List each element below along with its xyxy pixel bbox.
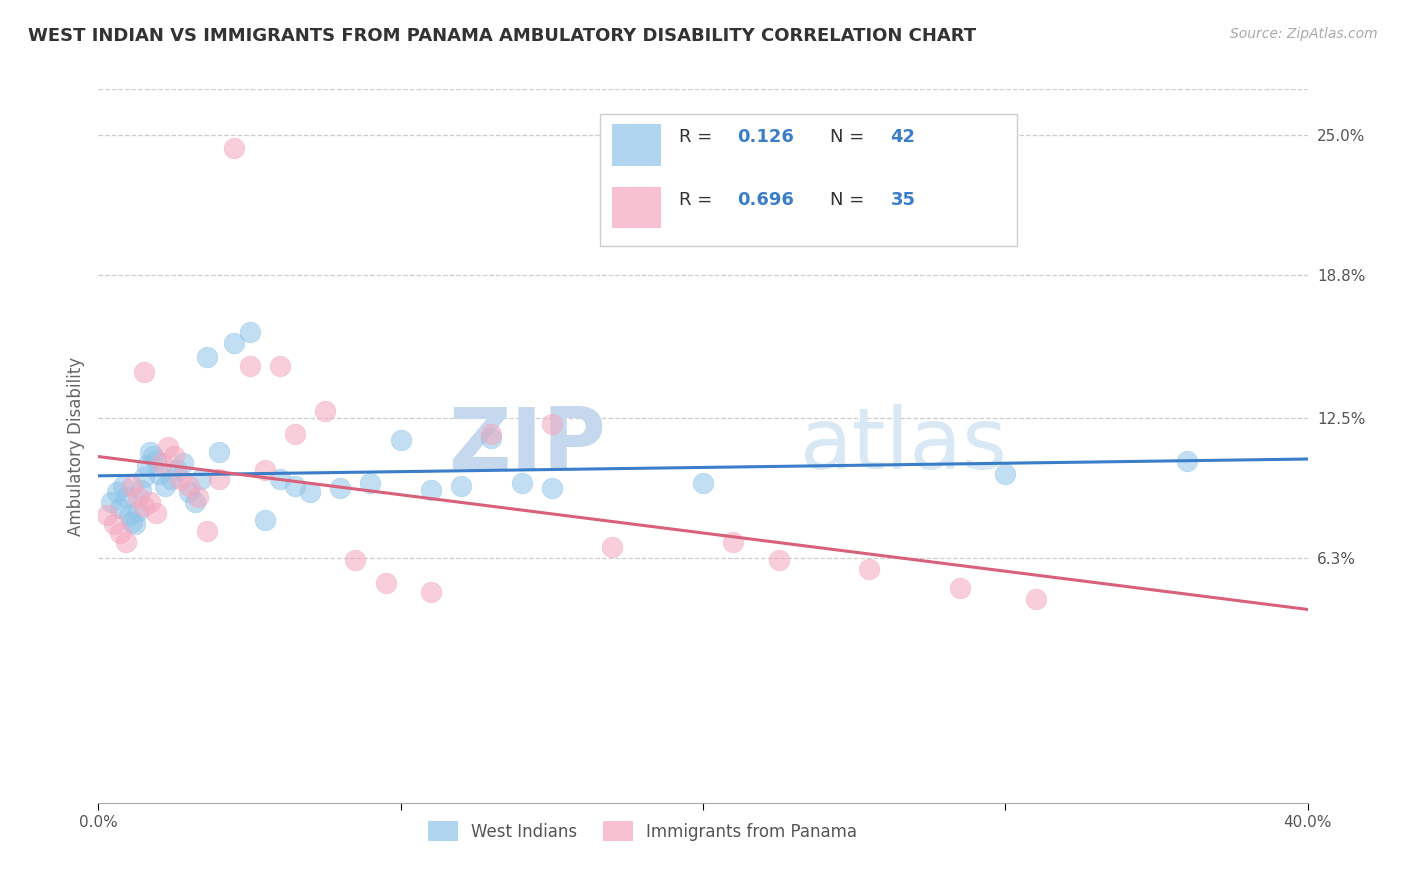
- Point: [239, 325, 262, 339]
- Text: N =: N =: [830, 128, 870, 146]
- Point: [160, 472, 183, 486]
- Text: R =: R =: [679, 128, 718, 146]
- Point: [540, 481, 562, 495]
- Text: R =: R =: [679, 191, 718, 209]
- Point: [994, 467, 1017, 482]
- Point: [692, 476, 714, 491]
- Point: [145, 506, 167, 520]
- Text: N =: N =: [830, 191, 870, 209]
- Point: [190, 472, 212, 486]
- Point: [602, 540, 624, 554]
- FancyBboxPatch shape: [600, 114, 1018, 246]
- Point: [1175, 454, 1198, 468]
- Point: [208, 472, 231, 486]
- Point: [1024, 591, 1046, 606]
- Point: [329, 481, 352, 495]
- Point: [108, 526, 131, 541]
- Point: [129, 483, 152, 498]
- Point: [450, 478, 472, 492]
- Point: [481, 426, 503, 441]
- Point: [163, 449, 186, 463]
- Point: [105, 485, 128, 500]
- Point: [299, 485, 322, 500]
- Text: WEST INDIAN VS IMMIGRANTS FROM PANAMA AMBULATORY DISABILITY CORRELATION CHART: WEST INDIAN VS IMMIGRANTS FROM PANAMA AM…: [28, 27, 976, 45]
- Point: [148, 467, 170, 482]
- Point: [195, 524, 218, 538]
- Text: 35: 35: [890, 191, 915, 209]
- Text: 0.696: 0.696: [737, 191, 794, 209]
- Point: [127, 490, 149, 504]
- Point: [195, 350, 218, 364]
- Point: [114, 535, 136, 549]
- Text: 42: 42: [890, 128, 915, 146]
- Point: [481, 431, 503, 445]
- Point: [132, 365, 155, 379]
- Point: [121, 478, 143, 492]
- Text: 0.126: 0.126: [737, 128, 794, 146]
- Point: [100, 494, 122, 508]
- Point: [344, 553, 367, 567]
- FancyBboxPatch shape: [613, 187, 661, 228]
- Point: [124, 517, 146, 532]
- Point: [540, 417, 562, 432]
- Legend: West Indians, Immigrants from Panama: West Indians, Immigrants from Panama: [422, 814, 863, 848]
- Point: [172, 456, 194, 470]
- Text: ZIP: ZIP: [449, 404, 606, 488]
- Point: [208, 444, 231, 458]
- Point: [132, 469, 155, 483]
- Point: [269, 359, 291, 373]
- Point: [179, 478, 201, 492]
- Point: [284, 426, 307, 441]
- Point: [121, 515, 143, 529]
- Text: Source: ZipAtlas.com: Source: ZipAtlas.com: [1230, 27, 1378, 41]
- Point: [360, 476, 382, 491]
- Point: [150, 456, 173, 470]
- Point: [420, 483, 443, 498]
- Point: [269, 472, 291, 486]
- Point: [284, 478, 307, 492]
- Y-axis label: Ambulatory Disability: Ambulatory Disability: [66, 357, 84, 535]
- Point: [166, 463, 188, 477]
- Point: [314, 404, 336, 418]
- Point: [127, 503, 149, 517]
- Point: [389, 434, 412, 448]
- Point: [187, 490, 209, 504]
- Point: [142, 449, 165, 463]
- Point: [858, 562, 880, 576]
- Point: [145, 454, 167, 468]
- Point: [96, 508, 118, 522]
- Point: [103, 517, 125, 532]
- Point: [153, 478, 176, 492]
- Point: [111, 478, 134, 492]
- Point: [118, 508, 141, 522]
- Point: [253, 513, 276, 527]
- Point: [374, 576, 396, 591]
- Point: [253, 463, 276, 477]
- Text: atlas: atlas: [800, 404, 1008, 488]
- Point: [179, 485, 201, 500]
- Point: [139, 494, 162, 508]
- Point: [420, 585, 443, 599]
- Point: [510, 476, 533, 491]
- Point: [224, 335, 246, 350]
- Point: [139, 444, 162, 458]
- Point: [184, 494, 207, 508]
- Point: [156, 440, 179, 454]
- Point: [135, 458, 157, 473]
- Point: [239, 359, 262, 373]
- Point: [723, 535, 745, 549]
- Point: [949, 581, 972, 595]
- Point: [768, 553, 790, 567]
- Point: [169, 472, 191, 486]
- Point: [114, 490, 136, 504]
- FancyBboxPatch shape: [613, 124, 661, 166]
- Point: [108, 501, 131, 516]
- Point: [132, 499, 155, 513]
- Point: [224, 141, 246, 155]
